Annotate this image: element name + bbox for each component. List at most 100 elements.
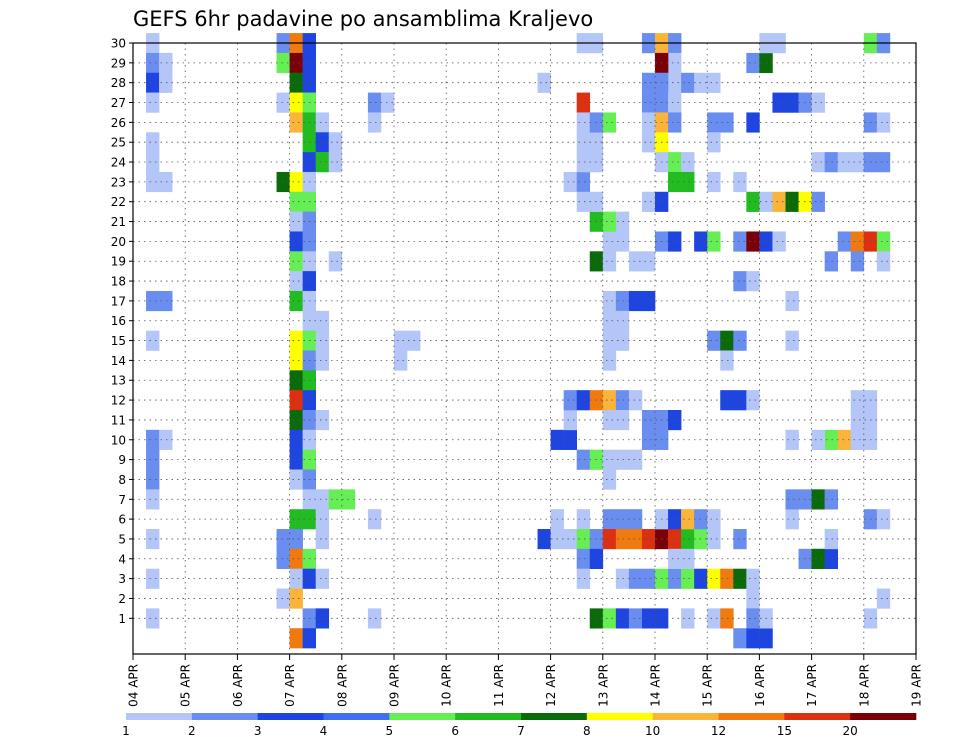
heatmap-cell [276, 588, 290, 609]
heatmap-cell [681, 548, 695, 569]
legend-label: 15 [777, 724, 792, 738]
heatmap-cell [707, 132, 721, 153]
heatmap-cell [720, 568, 734, 589]
legend-label: 1 [122, 724, 130, 738]
heatmap-cell [576, 92, 591, 113]
heatmap-cell [289, 271, 303, 292]
heatmap-cell [876, 251, 891, 272]
heatmap-cell [289, 548, 303, 569]
heatmap-cell [720, 390, 734, 411]
heatmap-cell [733, 568, 747, 589]
heatmap-cell [276, 171, 290, 193]
heatmap-cell [276, 92, 290, 113]
heatmap-cell [289, 92, 303, 113]
heatmap-cell [707, 72, 721, 93]
heatmap-cell [759, 628, 773, 649]
heatmap-cell [146, 449, 160, 470]
legend-label: 5 [386, 724, 394, 738]
heatmap-cell [681, 171, 695, 193]
legend-swatch [257, 713, 324, 720]
heatmap-cell [289, 231, 303, 252]
plot-frame [132, 42, 917, 655]
heatmap-cell [876, 509, 891, 530]
heatmap-cell [146, 469, 160, 490]
legend-swatch [323, 713, 390, 720]
heatmap-cell [315, 152, 330, 173]
heatmap-cell [850, 231, 865, 252]
heatmap-cell [289, 449, 303, 470]
y-tick-label: 9 [118, 453, 126, 467]
x-tick-label: 08 APR [335, 664, 349, 707]
heatmap-cell [707, 608, 721, 629]
y-tick-label: 22 [111, 195, 126, 209]
y-tick-label: 6 [118, 513, 126, 527]
heatmap-cell [146, 290, 160, 312]
y-tick-label: 24 [111, 156, 126, 170]
heatmap-cell [146, 132, 160, 153]
heatmap-cell [628, 449, 643, 470]
heatmap-cell [576, 509, 591, 530]
heatmap-cell [668, 72, 682, 93]
heatmap-cell [576, 568, 591, 589]
x-tick-label: 18 APR [857, 664, 871, 707]
heatmap-cell [772, 92, 786, 113]
heatmap-cell [681, 568, 695, 589]
heatmap-cell [681, 608, 695, 629]
heatmap-cell [394, 350, 408, 371]
heatmap-cell [641, 132, 656, 153]
heatmap-cell [681, 529, 695, 550]
heatmap-cell [641, 191, 656, 212]
heatmap-cell [733, 271, 747, 292]
y-tick-label: 28 [111, 76, 126, 90]
legend-label: 3 [254, 724, 262, 738]
heatmap-cell [785, 509, 799, 530]
legend-label: 2 [188, 724, 196, 738]
heatmap-cell [811, 429, 825, 450]
heatmap-cell [289, 290, 303, 312]
legend-label: 4 [320, 724, 328, 738]
x-tick-label: 17 APR [805, 664, 819, 707]
heatmap-cell [641, 410, 656, 431]
heatmap-cell [146, 529, 160, 550]
heatmap-cell [602, 449, 617, 470]
x-axis: 04 APR 05 APR 06 APR 07 APR 08 APR 09 APR 10 A… [127, 654, 924, 707]
heatmap-cell [289, 350, 303, 371]
heatmap-cell [367, 92, 382, 113]
y-axis: 1234567891011121314151617181920212223242… [111, 37, 133, 626]
x-tick-label: 16 APR [753, 664, 767, 707]
heatmap-cell [707, 112, 721, 133]
heatmap-cell [772, 191, 786, 212]
heatmap-cell [668, 410, 682, 431]
y-tick-label: 8 [118, 473, 126, 487]
y-tick-label: 21 [111, 215, 126, 229]
heatmap-cell [537, 72, 551, 93]
legend-swatch [191, 713, 258, 720]
heatmap-cell [733, 628, 747, 649]
heatmap-cell [328, 132, 343, 153]
y-tick-label: 13 [111, 374, 126, 388]
heatmap-cell [707, 231, 721, 252]
y-tick-label: 30 [111, 37, 126, 51]
y-tick-label: 10 [111, 433, 126, 447]
heatmap-cell [837, 231, 852, 252]
heatmap-cell [315, 568, 330, 589]
heatmap-cell [328, 152, 343, 173]
legend-swatch [126, 713, 193, 720]
heatmap-cell [668, 52, 682, 74]
heatmap-cell [289, 191, 303, 212]
heatmap-cell [733, 529, 747, 550]
heatmap-cell [824, 548, 838, 569]
legend-swatch [586, 713, 653, 720]
heatmap-cell [289, 72, 303, 93]
heatmap-cell [733, 330, 747, 351]
heatmap-cell [328, 251, 343, 272]
heatmap-cell [641, 72, 656, 93]
heatmap-cell [876, 231, 891, 252]
y-tick-label: 3 [118, 572, 126, 586]
heatmap-cell [628, 390, 643, 411]
heatmap-cell [746, 112, 760, 133]
heatmap-cell [811, 489, 825, 510]
legend: 1 2 3 4 5 6 7 8 10 12 15 20 [122, 713, 917, 738]
heatmap-cell [576, 390, 591, 411]
heatmap-cell [746, 608, 760, 629]
